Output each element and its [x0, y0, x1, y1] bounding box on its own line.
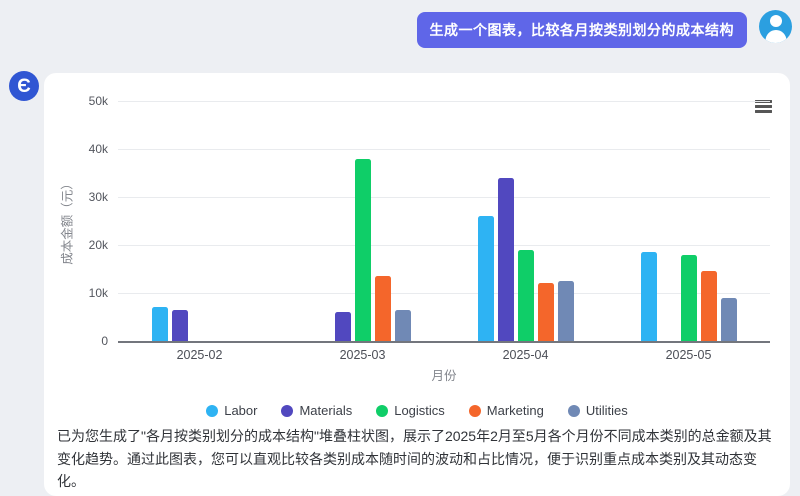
x-axis-line [118, 341, 770, 343]
user-person-icon-body [765, 30, 786, 43]
gridline [118, 245, 770, 246]
gridline [118, 101, 770, 102]
legend-label: Materials [299, 403, 353, 418]
bar-logistics-2025-05[interactable] [680, 254, 697, 341]
legend-item-marketing[interactable]: Marketing [468, 403, 544, 418]
y-axis-tick-label: 30k [88, 190, 108, 204]
bar-labor-2025-04[interactable] [477, 216, 494, 341]
assistant-message-card: 成本金额（元） 月份 Labor Materials Logistics Market… [44, 73, 790, 496]
bar-materials-2025-02[interactable] [171, 309, 188, 341]
legend-item-logistics[interactable]: Logistics [376, 403, 445, 418]
bar-utilities-2025-03[interactable] [394, 309, 411, 341]
legend-marker-icon [567, 404, 580, 417]
x-axis-tick-label: 2025-04 [502, 348, 549, 362]
bar-labor-2025-02[interactable] [151, 307, 168, 341]
assistant-logo-glyph: Є [17, 75, 31, 97]
y-axis-tick-label: 20k [88, 238, 108, 252]
legend-label: Logistics [394, 403, 445, 418]
bar-labor-2025-05[interactable] [640, 252, 657, 341]
bar-chart: 成本金额（元） 月份 Labor Materials Logistics Market… [44, 73, 790, 423]
legend-label: Labor [224, 403, 258, 418]
y-axis-tick-label: 40k [88, 142, 108, 156]
y-axis-tick-label: 50k [88, 94, 108, 108]
bar-marketing-2025-04[interactable] [537, 283, 554, 341]
user-person-icon [769, 15, 782, 27]
legend-item-materials[interactable]: Materials [281, 403, 352, 418]
bar-materials-2025-03[interactable] [334, 312, 351, 341]
bar-materials-2025-04[interactable] [497, 177, 514, 341]
legend-marker-icon [206, 404, 219, 417]
y-axis-tick-label: 0 [101, 334, 108, 348]
x-axis-tick-label: 2025-03 [339, 348, 386, 362]
legend-item-labor[interactable]: Labor [206, 403, 257, 418]
bar-logistics-2025-03[interactable] [354, 158, 371, 341]
legend-item-utilities[interactable]: Utilities [567, 403, 628, 418]
user-message-row: 生成一个图表，比较各月按类别划分的成本结构 [416, 10, 792, 48]
assistant-summary-text: 已为您生成了"各月按类别划分的成本结构"堆叠柱状图，展示了2025年2月至5月各… [57, 428, 772, 490]
assistant-logo: Є [9, 71, 39, 101]
bar-utilities-2025-04[interactable] [557, 281, 574, 341]
chart-menu-icon[interactable] [755, 100, 772, 115]
user-message-bubble: 生成一个图表，比较各月按类别划分的成本结构 [416, 12, 747, 48]
bar-marketing-2025-05[interactable] [700, 271, 717, 341]
legend-marker-icon [468, 404, 481, 417]
chart-legend: Labor Materials Logistics Marketing Utilitie… [44, 403, 790, 418]
bar-utilities-2025-05[interactable] [720, 297, 737, 341]
legend-marker-icon [281, 404, 294, 417]
legend-marker-icon [376, 404, 389, 417]
x-axis-tick-label: 2025-02 [176, 348, 223, 362]
legend-label: Utilities [585, 403, 628, 418]
y-axis-tick-label: 10k [88, 286, 108, 300]
x-axis-tick-label: 2025-05 [665, 348, 712, 362]
gridline [118, 293, 770, 294]
legend-label: Marketing [486, 403, 544, 418]
gridline [118, 149, 770, 150]
bar-logistics-2025-04[interactable] [517, 249, 534, 341]
x-axis-title: 月份 [431, 369, 457, 383]
user-avatar [759, 10, 792, 43]
gridline [118, 197, 770, 198]
bar-marketing-2025-03[interactable] [374, 276, 391, 341]
